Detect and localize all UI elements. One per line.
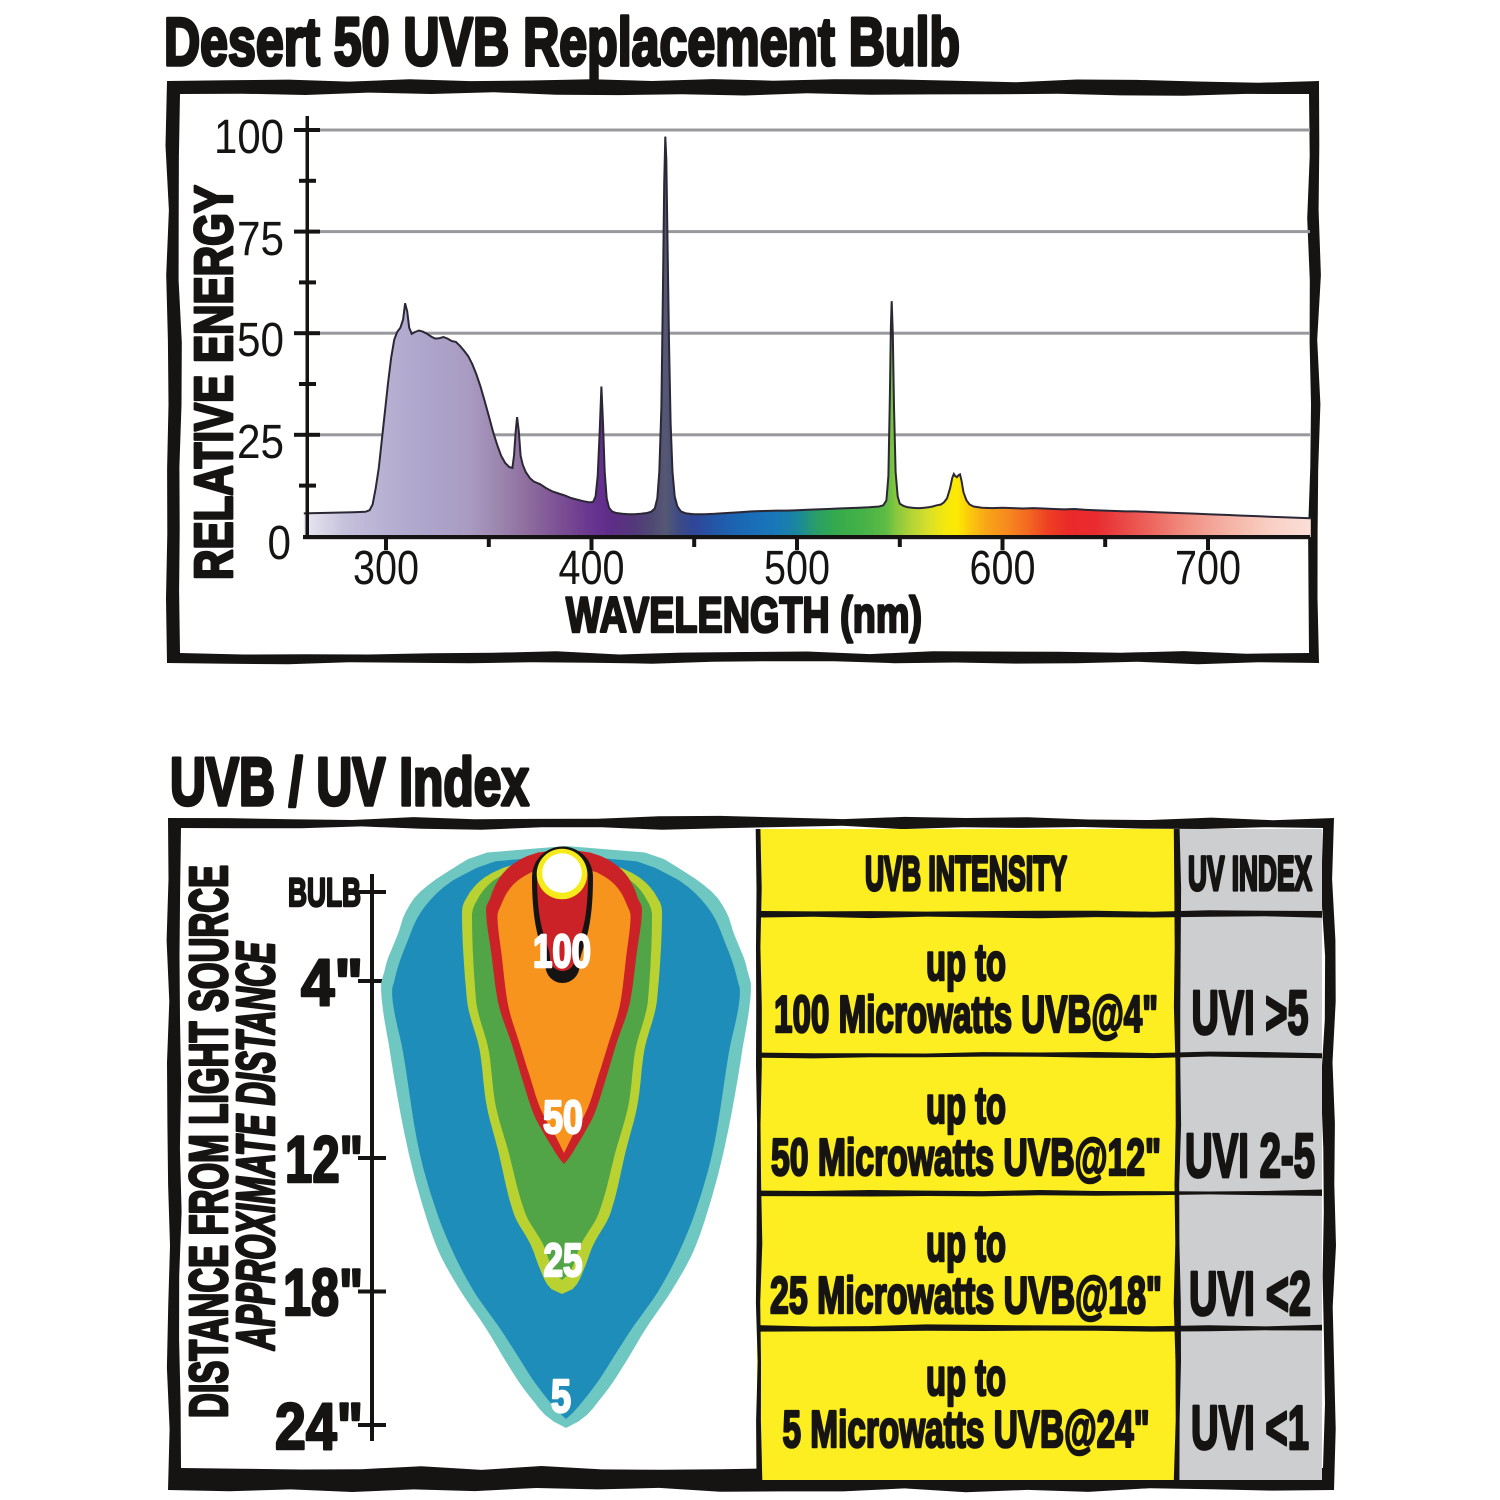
svg-text:25: 25 [544,1234,583,1286]
svg-text:APPROXIMATE DISTANCE: APPROXIMATE DISTANCE [226,941,286,1351]
svg-text:UVB / UV Index: UVB / UV Index [170,744,529,820]
svg-text:up to: up to [926,934,1006,992]
svg-text:BULB: BULB [288,871,361,915]
svg-text:100: 100 [533,925,591,977]
svg-text:25: 25 [237,416,284,469]
svg-text:75: 75 [237,213,284,266]
svg-text:UVB INTENSITY: UVB INTENSITY [865,848,1067,901]
svg-text:DISTANCE FROM LIGHT SOURCE: DISTANCE FROM LIGHT SOURCE [179,865,239,1418]
svg-text:50 Microwatts UVB@12": 50 Microwatts UVB@12" [771,1129,1161,1187]
svg-text:5 Microwatts UVB@24": 5 Microwatts UVB@24" [783,1401,1150,1459]
svg-text:UV INDEX: UV INDEX [1188,848,1312,901]
svg-text:700: 700 [1175,542,1241,595]
svg-text:UVI >5: UVI >5 [1192,979,1309,1048]
svg-text:WAVELENGTH (nm): WAVELENGTH (nm) [566,587,922,643]
svg-text:0: 0 [268,517,292,570]
svg-text:RELATIVE ENERGY: RELATIVE ENERGY [184,185,244,580]
svg-text:600: 600 [970,542,1036,595]
svg-text:400: 400 [559,542,625,595]
svg-text:100 Microwatts UVB@4": 100 Microwatts UVB@4" [774,986,1158,1044]
svg-text:4": 4" [301,945,363,1019]
svg-text:24": 24" [275,1389,363,1463]
svg-text:up to: up to [926,1215,1006,1273]
svg-text:12": 12" [285,1122,363,1196]
svg-text:UVI <1: UVI <1 [1191,1394,1309,1463]
svg-text:5: 5 [551,1370,571,1422]
svg-text:50: 50 [543,1091,583,1143]
svg-text:up to: up to [926,1077,1006,1135]
svg-text:UVI <2: UVI <2 [1189,1260,1311,1329]
svg-text:300: 300 [353,542,419,595]
svg-text:Desert 50 UVB Replacement Bulb: Desert 50 UVB Replacement Bulb [164,4,960,80]
svg-text:18": 18" [283,1255,363,1329]
svg-text:50: 50 [237,314,284,367]
svg-text:up to: up to [926,1349,1006,1407]
svg-text:500: 500 [764,542,830,595]
svg-text:UVI 2-5: UVI 2-5 [1185,1122,1315,1191]
svg-text:25 Microwatts UVB@18": 25 Microwatts UVB@18" [770,1267,1162,1325]
svg-text:100: 100 [214,111,284,164]
